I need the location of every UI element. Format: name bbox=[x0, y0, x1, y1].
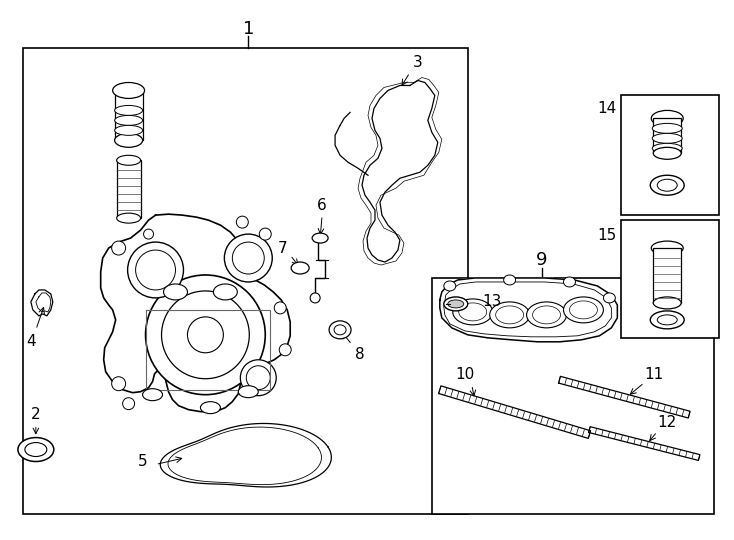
Ellipse shape bbox=[123, 397, 134, 410]
Text: 8: 8 bbox=[355, 347, 365, 362]
Text: 2: 2 bbox=[31, 407, 40, 422]
Ellipse shape bbox=[187, 317, 223, 353]
Text: 10: 10 bbox=[455, 367, 474, 382]
Text: 9: 9 bbox=[536, 251, 548, 269]
Ellipse shape bbox=[115, 105, 142, 116]
Ellipse shape bbox=[653, 143, 682, 153]
Ellipse shape bbox=[504, 275, 515, 285]
Ellipse shape bbox=[564, 277, 575, 287]
Ellipse shape bbox=[239, 386, 258, 397]
Ellipse shape bbox=[490, 302, 529, 328]
Ellipse shape bbox=[650, 311, 684, 329]
Text: 3: 3 bbox=[413, 55, 423, 70]
Ellipse shape bbox=[653, 297, 681, 309]
Ellipse shape bbox=[564, 297, 603, 323]
Ellipse shape bbox=[117, 156, 141, 165]
Ellipse shape bbox=[200, 402, 220, 414]
Text: 5: 5 bbox=[138, 454, 148, 469]
Ellipse shape bbox=[247, 366, 270, 390]
Bar bbox=[653, 248, 681, 303]
Ellipse shape bbox=[657, 315, 677, 325]
Ellipse shape bbox=[570, 301, 597, 319]
Text: 13: 13 bbox=[482, 294, 501, 309]
Ellipse shape bbox=[603, 293, 615, 303]
Polygon shape bbox=[101, 214, 290, 411]
Polygon shape bbox=[559, 376, 690, 418]
Ellipse shape bbox=[312, 233, 328, 243]
Ellipse shape bbox=[334, 325, 346, 335]
Bar bbox=[117, 160, 141, 218]
Ellipse shape bbox=[653, 133, 682, 143]
Ellipse shape bbox=[115, 133, 142, 147]
Ellipse shape bbox=[533, 306, 561, 324]
Ellipse shape bbox=[18, 437, 54, 462]
Ellipse shape bbox=[112, 83, 145, 98]
Text: 1: 1 bbox=[243, 19, 254, 38]
Ellipse shape bbox=[448, 300, 464, 308]
Bar bbox=[432, 278, 714, 515]
Ellipse shape bbox=[444, 281, 456, 291]
Ellipse shape bbox=[144, 229, 153, 239]
Bar bbox=[23, 48, 468, 515]
Text: 12: 12 bbox=[658, 415, 677, 430]
Polygon shape bbox=[362, 80, 437, 262]
Ellipse shape bbox=[453, 299, 493, 325]
Ellipse shape bbox=[117, 213, 141, 223]
Ellipse shape bbox=[459, 303, 487, 321]
Ellipse shape bbox=[136, 250, 175, 290]
Bar bbox=[115, 91, 142, 140]
Text: 15: 15 bbox=[597, 227, 617, 242]
Ellipse shape bbox=[275, 302, 286, 314]
Ellipse shape bbox=[653, 147, 681, 159]
Ellipse shape bbox=[291, 262, 309, 274]
Ellipse shape bbox=[310, 293, 320, 303]
Ellipse shape bbox=[164, 284, 187, 300]
Ellipse shape bbox=[526, 302, 567, 328]
Ellipse shape bbox=[495, 306, 523, 324]
Text: 11: 11 bbox=[644, 367, 664, 382]
Polygon shape bbox=[589, 427, 700, 461]
Ellipse shape bbox=[115, 116, 142, 125]
Ellipse shape bbox=[112, 377, 126, 390]
Ellipse shape bbox=[233, 242, 264, 274]
Text: 7: 7 bbox=[277, 240, 287, 255]
Ellipse shape bbox=[279, 344, 291, 356]
Polygon shape bbox=[31, 290, 53, 316]
Ellipse shape bbox=[657, 179, 677, 191]
Ellipse shape bbox=[240, 360, 276, 396]
Ellipse shape bbox=[650, 176, 684, 195]
Ellipse shape bbox=[112, 241, 126, 255]
Ellipse shape bbox=[259, 228, 272, 240]
Ellipse shape bbox=[128, 242, 184, 298]
Ellipse shape bbox=[142, 389, 162, 401]
Ellipse shape bbox=[653, 123, 682, 133]
Bar bbox=[653, 118, 681, 153]
Bar bbox=[622, 96, 719, 215]
Polygon shape bbox=[440, 278, 617, 342]
Bar bbox=[622, 220, 719, 338]
Text: 4: 4 bbox=[26, 334, 36, 349]
Text: 14: 14 bbox=[597, 101, 617, 116]
Ellipse shape bbox=[25, 443, 47, 456]
Text: 6: 6 bbox=[317, 198, 327, 213]
Ellipse shape bbox=[236, 216, 248, 228]
Ellipse shape bbox=[214, 284, 237, 300]
Ellipse shape bbox=[329, 321, 351, 339]
Ellipse shape bbox=[651, 241, 683, 255]
Ellipse shape bbox=[145, 275, 265, 395]
Ellipse shape bbox=[651, 110, 683, 126]
Polygon shape bbox=[439, 386, 591, 438]
Ellipse shape bbox=[444, 297, 468, 311]
Ellipse shape bbox=[161, 291, 250, 379]
Ellipse shape bbox=[225, 234, 272, 282]
Ellipse shape bbox=[115, 125, 142, 136]
